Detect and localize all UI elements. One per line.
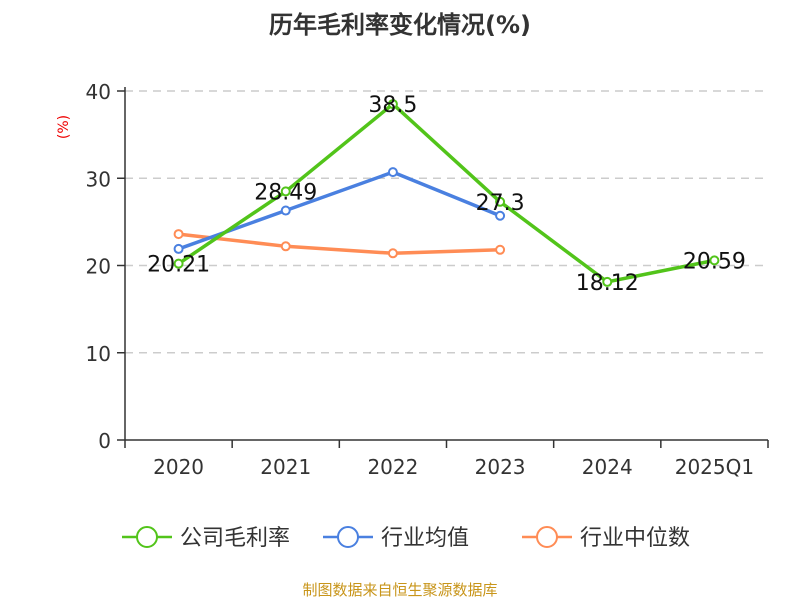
legend-marker (136, 526, 158, 548)
x-tick-label: 2021 (260, 455, 311, 479)
data-point (173, 243, 184, 254)
data-point (280, 241, 291, 252)
data-point (173, 258, 184, 269)
series-line (177, 170, 501, 251)
y-tick-label: 20 (86, 255, 111, 279)
legend-marker (337, 526, 359, 548)
x-tick-label: 2020 (153, 455, 204, 479)
series-line (177, 102, 715, 284)
data-label: 20.59 (683, 249, 746, 274)
data-point (280, 186, 291, 197)
legend-label: 行业中位数 (580, 526, 690, 551)
y-axis-label: (%) (56, 115, 72, 139)
x-tick-label: 2022 (367, 455, 418, 479)
data-point (495, 210, 506, 221)
x-tick-label: 2024 (582, 455, 633, 479)
data-point (280, 205, 291, 216)
legend-label: 行业均值 (381, 526, 469, 551)
series-line (178, 232, 501, 256)
x-tick-label: 2025Q1 (675, 455, 754, 479)
data-label: 38.5 (368, 93, 417, 118)
y-tick-label: 40 (86, 80, 111, 104)
data-point (387, 99, 398, 110)
y-tick-label: 0 (98, 429, 111, 453)
legend-marker (536, 526, 558, 548)
data-point (387, 248, 398, 259)
data-point (387, 167, 398, 178)
data-point (495, 244, 506, 255)
y-tick-label: 30 (86, 167, 111, 191)
data-point (173, 229, 184, 240)
data-point (495, 196, 506, 207)
y-tick-label: 10 (86, 342, 111, 366)
x-tick-label: 2023 (475, 455, 526, 479)
data-label: 18.12 (576, 271, 639, 296)
source-footer: 制图数据来自恒生聚源数据库 (302, 581, 497, 599)
data-label: 28.49 (254, 180, 317, 205)
legend-label: 公司毛利率 (180, 526, 290, 551)
data-label: 27.3 (476, 191, 525, 216)
data-point (602, 276, 613, 287)
data-point (709, 255, 720, 266)
chart-title: 历年毛利率变化情况(%) (269, 11, 531, 39)
data-label: 20.21 (147, 253, 210, 278)
